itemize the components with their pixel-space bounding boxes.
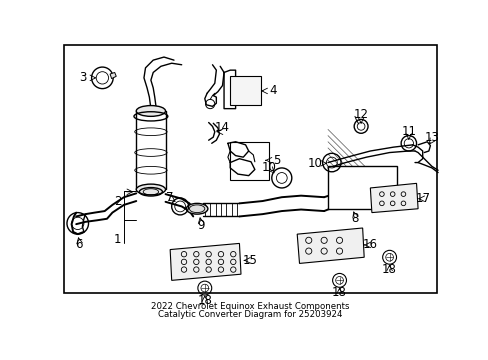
Text: 2: 2 <box>114 194 122 208</box>
Bar <box>64 45 436 293</box>
Text: 12: 12 <box>353 108 368 121</box>
Text: Catalytic Converter Diagram for 25203924: Catalytic Converter Diagram for 25203924 <box>158 310 342 319</box>
Polygon shape <box>110 72 116 78</box>
Text: 18: 18 <box>331 286 346 299</box>
Text: 13: 13 <box>424 131 439 144</box>
Text: 4: 4 <box>269 85 277 98</box>
Ellipse shape <box>136 105 165 116</box>
Text: 14: 14 <box>215 121 229 134</box>
Polygon shape <box>170 243 241 280</box>
Text: 10: 10 <box>307 157 322 170</box>
Bar <box>230 76 261 105</box>
Text: 9: 9 <box>197 219 204 232</box>
Text: 6: 6 <box>75 238 83 251</box>
Polygon shape <box>369 183 417 213</box>
Text: 5: 5 <box>272 154 280 167</box>
Text: 18: 18 <box>197 294 212 307</box>
Text: 11: 11 <box>401 125 415 138</box>
Text: 15: 15 <box>243 254 257 267</box>
Bar <box>230 142 268 180</box>
Text: 7: 7 <box>166 191 174 204</box>
Text: 17: 17 <box>414 192 429 205</box>
Text: 10: 10 <box>261 161 276 175</box>
Text: 16: 16 <box>362 238 377 251</box>
Bar <box>327 166 396 209</box>
Ellipse shape <box>136 184 165 195</box>
Ellipse shape <box>186 203 207 214</box>
Polygon shape <box>297 228 364 264</box>
Text: 2022 Chevrolet Equinox Exhaust Components: 2022 Chevrolet Equinox Exhaust Component… <box>151 302 349 311</box>
Text: 1: 1 <box>114 233 122 246</box>
Text: 8: 8 <box>350 212 358 225</box>
Text: 3: 3 <box>79 71 86 84</box>
Text: 18: 18 <box>382 263 396 276</box>
